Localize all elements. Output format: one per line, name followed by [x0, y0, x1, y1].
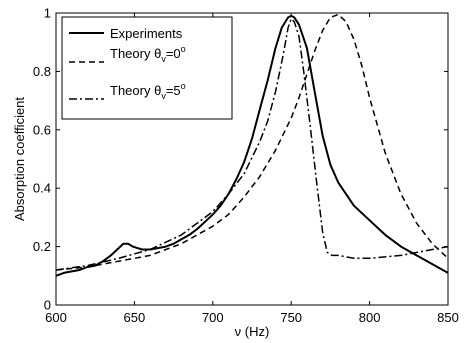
x-tick-label: 750 — [280, 310, 302, 325]
y-tick-label: 0.6 — [33, 122, 51, 137]
legend-label-theory-5: Theory θv=5o — [110, 81, 186, 101]
y-tick-label: 1 — [44, 6, 51, 21]
y-axis-label: Absorption coefficient — [12, 97, 27, 221]
x-tick-label: 850 — [437, 310, 459, 325]
y-tick-label: 0 — [44, 298, 51, 313]
y-tick-label: 0.2 — [33, 239, 51, 254]
x-axis-label: ν (Hz) — [235, 324, 270, 339]
series-line-0 — [55, 14, 449, 277]
series-layer — [55, 13, 449, 277]
x-tick-label: 650 — [124, 310, 146, 325]
x-tick-label: 800 — [359, 310, 381, 325]
legend-label-theory-0: Theory θv=0o — [110, 44, 186, 64]
series-line-2 — [55, 18, 449, 271]
x-tick-label: 700 — [202, 310, 224, 325]
series-line-1 — [55, 13, 449, 271]
y-tick-label: 0.8 — [33, 64, 51, 79]
legend-label-experiments: Experiments — [110, 26, 183, 41]
y-tick-label: 0.4 — [33, 181, 51, 196]
ticks-layer: 600 650 700 750 800 850 0 0.2 0.4 0.6 0.8 1 — [33, 6, 459, 326]
x-tick-label: 600 — [45, 310, 67, 325]
legend: Experiments Theory θv=0o Theory θv=5o — [61, 16, 233, 120]
